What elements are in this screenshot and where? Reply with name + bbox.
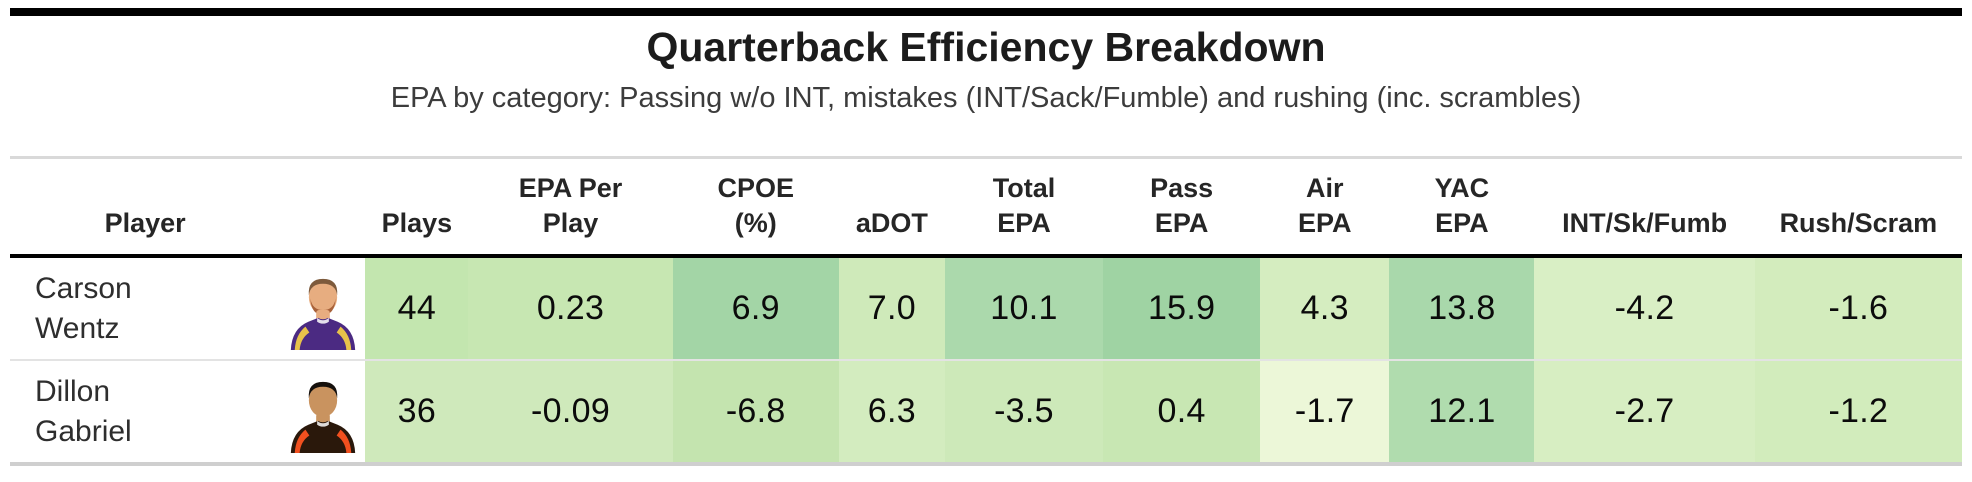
top-rule [10,8,1962,16]
table-row: Carson Wentz 44 0.23 6.9 7.0 10.1 15.9 4.3 13.8 -4… [10,256,1962,362]
stat-cell-cpoe: 6.9 [672,256,839,362]
stat-cell-adot: 7.0 [838,256,945,362]
stat-cell-yac-epa: 12.1 [1389,360,1535,467]
column-header-rush-scram: Rush/Scram [1754,156,1962,259]
column-header-player: Player [10,156,281,259]
stat-cell-total-epa: 10.1 [944,256,1104,362]
table-row: Dillon Gabriel 36 -0.09 -6.8 6.3 -3.5 0.4 -1.7 12… [10,360,1962,467]
stat-cell-rush-scram: -1.6 [1754,256,1962,362]
stat-cell-epa-per-play: 0.23 [468,256,673,362]
column-header-total-epa: Total EPA [944,156,1104,259]
stat-cell-pass-epa: 15.9 [1103,256,1261,362]
dillon-gabriel-headshot [290,381,355,453]
player-name: Dillon Gabriel [10,360,281,467]
player-name-last: Gabriel [35,414,132,448]
carson-wentz-headshot [290,278,355,350]
header-row: Player Plays EPA Per Play CPOE (%) aDOT Total… [10,156,1962,259]
column-header-adot: aDOT [838,156,945,259]
stat-cell-adot: 6.3 [838,360,945,467]
column-header-plays: Plays [365,156,469,259]
column-header-int-sk-fumb: INT/Sk/Fumb [1534,156,1755,259]
stat-cell-total-epa: -3.5 [944,360,1104,467]
column-header-air-epa: Air EPA [1260,156,1390,259]
page-title: Quarterback Efficiency Breakdown [646,24,1326,70]
stat-cell-int-sk-fumb: -4.2 [1534,256,1755,362]
column-header-pass-epa: Pass EPA [1103,156,1261,259]
page-subtitle: EPA by category: Passing w/o INT, mistak… [390,82,1582,115]
stat-cell-plays: 44 [365,256,469,362]
stat-cell-cpoe: -6.8 [672,360,839,467]
stat-cell-rush-scram: -1.2 [1754,360,1962,467]
player-name-last: Wentz [35,311,120,345]
column-header-yac-epa: YAC EPA [1389,156,1535,259]
stat-cell-yac-epa: 13.8 [1389,256,1535,362]
qb-stats-table: Player Plays EPA Per Play CPOE (%) aDOT Total… [10,156,1962,467]
column-header-avatar-spacer [280,156,366,259]
player-name-first: Carson [35,272,132,306]
stat-cell-air-epa: 4.3 [1260,256,1390,362]
stat-cell-int-sk-fumb: -2.7 [1534,360,1755,467]
qb-efficiency-card: Quarterback Efficiency Breakdown EPA by … [10,8,1962,467]
player-headshot-cell [280,256,366,362]
column-header-cpoe: CPOE (%) [672,156,839,259]
stat-cell-pass-epa: 0.4 [1103,360,1261,467]
stat-cell-epa-per-play: -0.09 [468,360,673,467]
column-header-epa-per-play: EPA Per Play [468,156,673,259]
player-name-first: Dillon [35,375,111,409]
player-headshot-cell [280,360,366,467]
stat-cell-air-epa: -1.7 [1260,360,1390,467]
player-name: Carson Wentz [10,256,281,362]
stat-cell-plays: 36 [365,360,469,467]
